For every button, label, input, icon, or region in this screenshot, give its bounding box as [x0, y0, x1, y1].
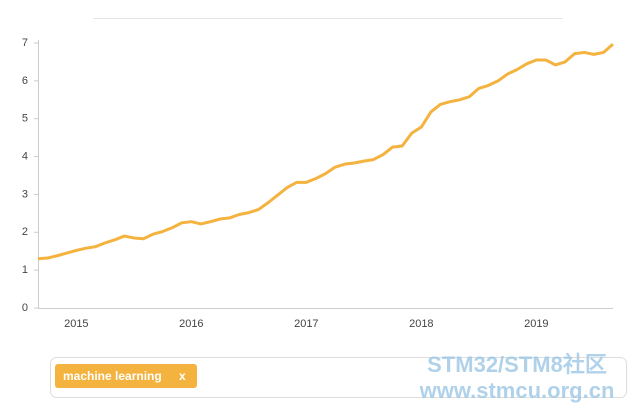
legend-label: machine learning [63, 369, 162, 383]
y-tick-label: 6 [22, 75, 28, 87]
y-tick-label: 4 [22, 150, 28, 162]
y-tick-label: 2 [22, 226, 28, 238]
legend-remove[interactable]: x [179, 369, 186, 383]
x-tick-label: 2015 [64, 318, 88, 330]
legend-chip[interactable] [55, 364, 197, 388]
watermark: www.stmcu.org.cn [419, 378, 615, 403]
y-tick-label: 5 [22, 113, 28, 125]
y-tick-label: 3 [22, 188, 28, 200]
y-tick-label: 1 [22, 264, 28, 276]
data-line [37, 43, 614, 261]
x-tick-label: 2017 [294, 318, 318, 330]
x-tick-label: 2019 [524, 318, 548, 330]
watermark: STM32/STM8社区 [427, 352, 607, 377]
x-tick-label: 2018 [409, 318, 433, 330]
x-tick-label: 2016 [179, 318, 203, 330]
y-tick-label: 7 [22, 37, 28, 49]
y-tick-label: 0 [22, 302, 28, 314]
